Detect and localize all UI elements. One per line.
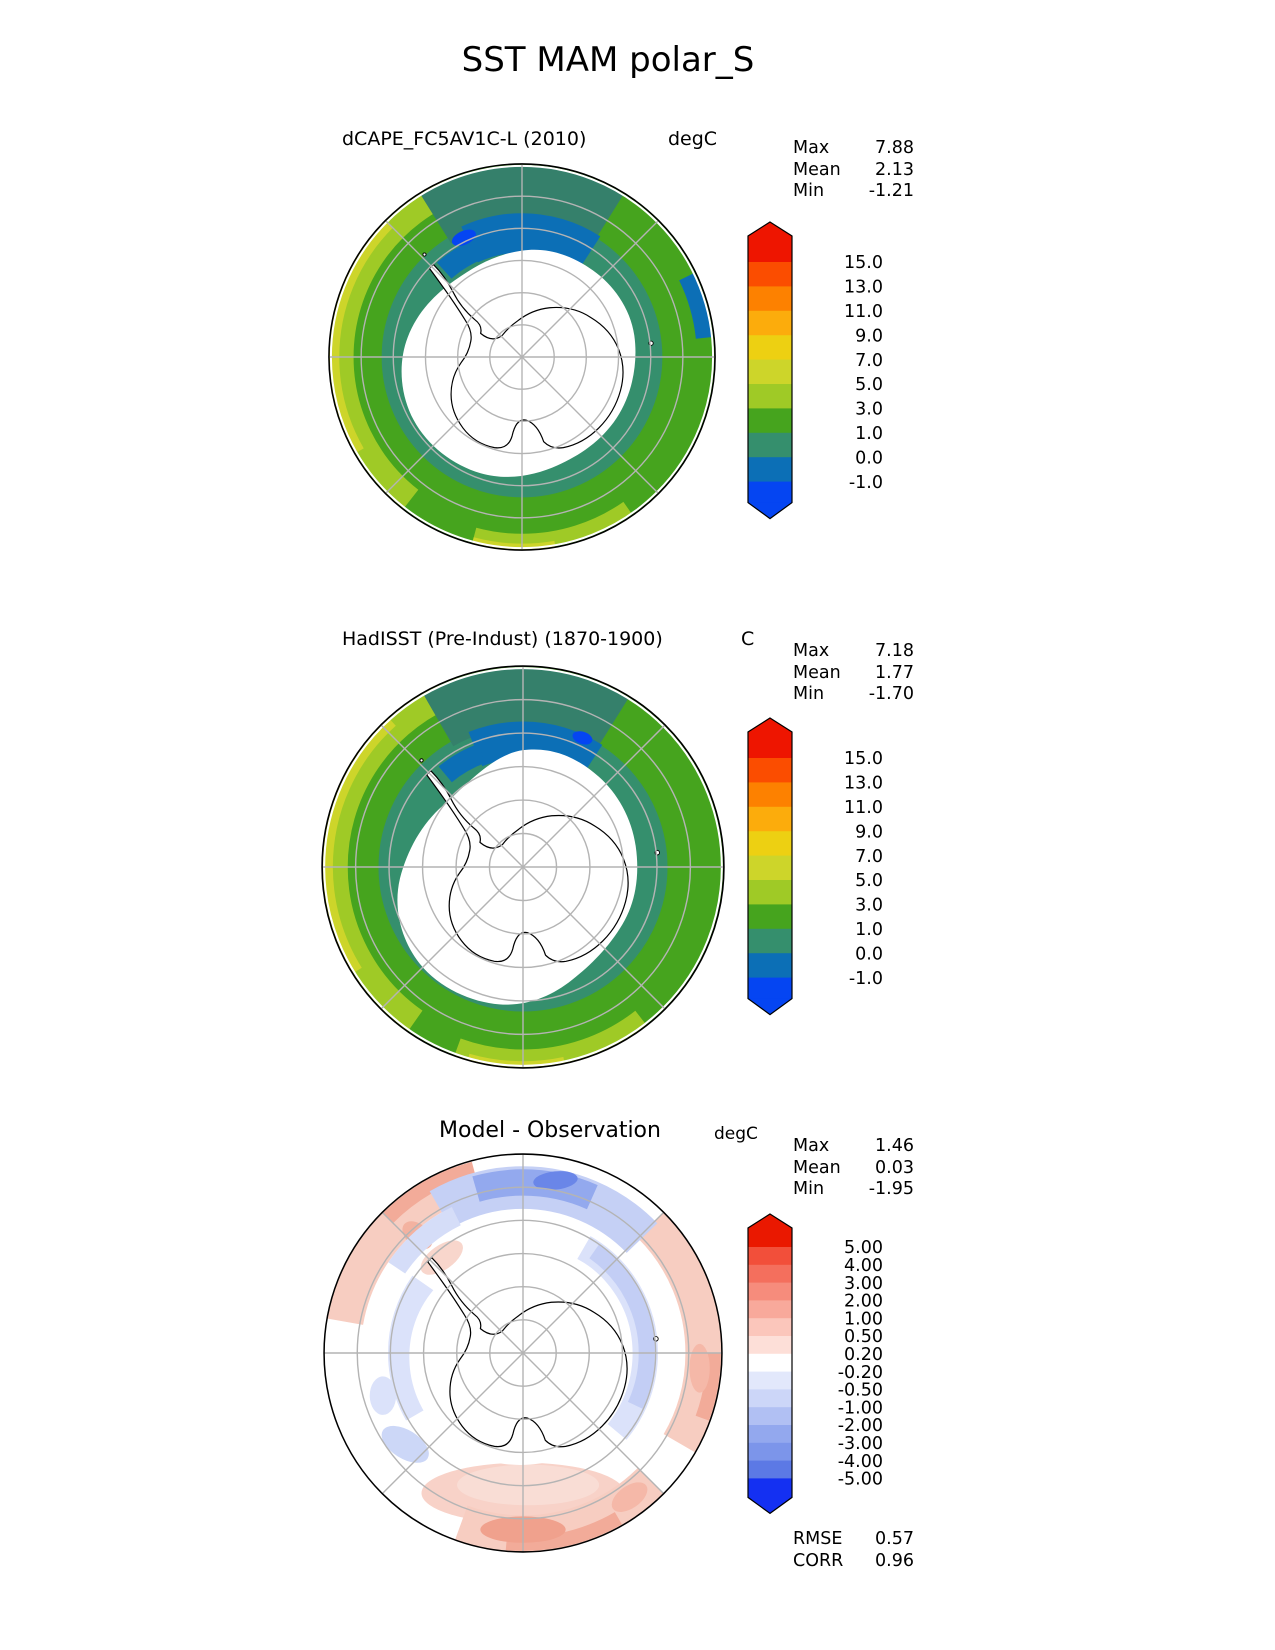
observation-colorbar: 15.0 13.0 11.0 9.0 7.0 5.0 3.0 1.0 0.0 -1.0 (747, 717, 883, 1016)
svg-text:1.0: 1.0 (855, 424, 883, 444)
svg-text:9.0: 9.0 (855, 326, 883, 346)
difference-units: degC (714, 1124, 758, 1144)
svg-text:1.00: 1.00 (844, 1309, 883, 1329)
stat-label: Min (793, 684, 825, 704)
svg-text:4.00: 4.00 (844, 1256, 883, 1276)
svg-text:13.0: 13.0 (844, 774, 883, 794)
rmse-row: RMSE 0.57 (793, 1529, 914, 1551)
stat-label: Min (793, 1179, 825, 1199)
stat-label: CORR (793, 1550, 844, 1571)
difference-colorbar: 5.004.003.002.001.000.500.20-0.20-0.50-1… (747, 1213, 883, 1515)
svg-text:13.0: 13.0 (844, 278, 883, 298)
svg-text:7.0: 7.0 (855, 351, 883, 371)
stat-value: -1.70 (868, 684, 914, 704)
svg-text:9.0: 9.0 (855, 822, 883, 842)
svg-text:-5.00: -5.00 (838, 1470, 883, 1490)
svg-text:11.0: 11.0 (844, 798, 883, 818)
stat-row: Min -1.70 (793, 684, 914, 706)
svg-text:0.0: 0.0 (855, 944, 883, 964)
stat-row: Max 7.88 (793, 138, 914, 160)
stat-label: Min (793, 181, 825, 201)
svg-text:0.20: 0.20 (844, 1345, 883, 1365)
observation-stats: Max 7.18 Mean 1.77 Min -1.70 (793, 641, 914, 706)
svg-text:7.0: 7.0 (855, 847, 883, 867)
map-boundary (321, 665, 725, 1069)
observation-title: HadISST (Pre-Indust) (1870-1900) (342, 628, 663, 650)
stat-value: 1.77 (875, 662, 914, 683)
map-boundary (328, 163, 716, 551)
corr-row: CORR 0.96 (793, 1551, 914, 1573)
stat-label: Mean (793, 662, 841, 683)
stat-row: Min -1.21 (793, 181, 914, 203)
svg-text:0.0: 0.0 (855, 448, 883, 468)
difference-title: Model - Observation (439, 1118, 661, 1143)
stat-value: -1.21 (868, 181, 914, 201)
svg-text:-0.50: -0.50 (838, 1381, 883, 1401)
svg-text:1.0: 1.0 (855, 920, 883, 940)
map-boundary (323, 1153, 723, 1553)
stat-row: Max 1.46 (793, 1136, 914, 1158)
stat-row: Mean 0.03 (793, 1158, 914, 1180)
svg-text:11.0: 11.0 (844, 302, 883, 322)
stat-value: -1.95 (868, 1179, 914, 1199)
difference-stats: Max 1.46 Mean 0.03 Min -1.95 (793, 1136, 914, 1201)
figure-title: SST MAM polar_S (461, 40, 755, 80)
stat-row: Mean 2.13 (793, 160, 914, 182)
svg-text:5.00: 5.00 (844, 1238, 883, 1258)
map-graticule (322, 666, 724, 1068)
svg-text:5.0: 5.0 (855, 871, 883, 891)
map-graticule (324, 1154, 722, 1552)
svg-text:-1.0: -1.0 (849, 473, 883, 493)
stat-label: Mean (793, 1157, 841, 1178)
svg-text:-2.00: -2.00 (838, 1416, 883, 1436)
model-map (328, 163, 716, 551)
svg-text:3.0: 3.0 (855, 896, 883, 916)
stat-row: Max 7.18 (793, 641, 914, 663)
svg-text:15.0: 15.0 (844, 253, 883, 273)
stat-label: Max (793, 1136, 830, 1156)
stat-value: 0.57 (875, 1529, 914, 1549)
svg-text:5.0: 5.0 (855, 375, 883, 395)
observation-map (321, 665, 725, 1069)
stat-label: Mean (793, 159, 841, 180)
stat-row: Mean 1.77 (793, 663, 914, 685)
stat-label: RMSE (793, 1529, 843, 1549)
model-colorbar: 15.0 13.0 11.0 9.0 7.0 5.0 3.0 1.0 0.0 -1.0 (747, 221, 883, 520)
stat-value: 7.88 (875, 138, 914, 158)
stat-value: 0.96 (875, 1550, 914, 1571)
svg-text:15.0: 15.0 (844, 749, 883, 769)
svg-text:-3.00: -3.00 (838, 1434, 883, 1454)
stat-label: Max (793, 138, 830, 158)
stat-label: Max (793, 641, 830, 661)
svg-text:-4.00: -4.00 (838, 1452, 883, 1472)
stat-value: 1.46 (875, 1136, 914, 1156)
svg-text:3.0: 3.0 (855, 400, 883, 420)
svg-text:2.00: 2.00 (844, 1292, 883, 1312)
model-title: dCAPE_FC5AV1C-L (2010) (342, 128, 587, 150)
svg-text:-1.0: -1.0 (849, 969, 883, 989)
svg-text:-1.00: -1.00 (838, 1398, 883, 1418)
observation-units: C (741, 628, 755, 650)
stat-value: 7.18 (875, 641, 914, 661)
model-units: degC (668, 128, 718, 150)
svg-text:0.50: 0.50 (844, 1327, 883, 1347)
stat-value: 0.03 (875, 1157, 914, 1178)
map-graticule (328, 163, 716, 551)
svg-text:-0.20: -0.20 (838, 1363, 883, 1383)
stat-value: 2.13 (875, 159, 914, 180)
difference-metrics: RMSE 0.57 CORR 0.96 (793, 1529, 914, 1572)
difference-map (323, 1153, 723, 1553)
svg-text:3.00: 3.00 (844, 1274, 883, 1294)
stat-row: Min -1.95 (793, 1179, 914, 1201)
model-stats: Max 7.88 Mean 2.13 Min -1.21 (793, 138, 914, 203)
